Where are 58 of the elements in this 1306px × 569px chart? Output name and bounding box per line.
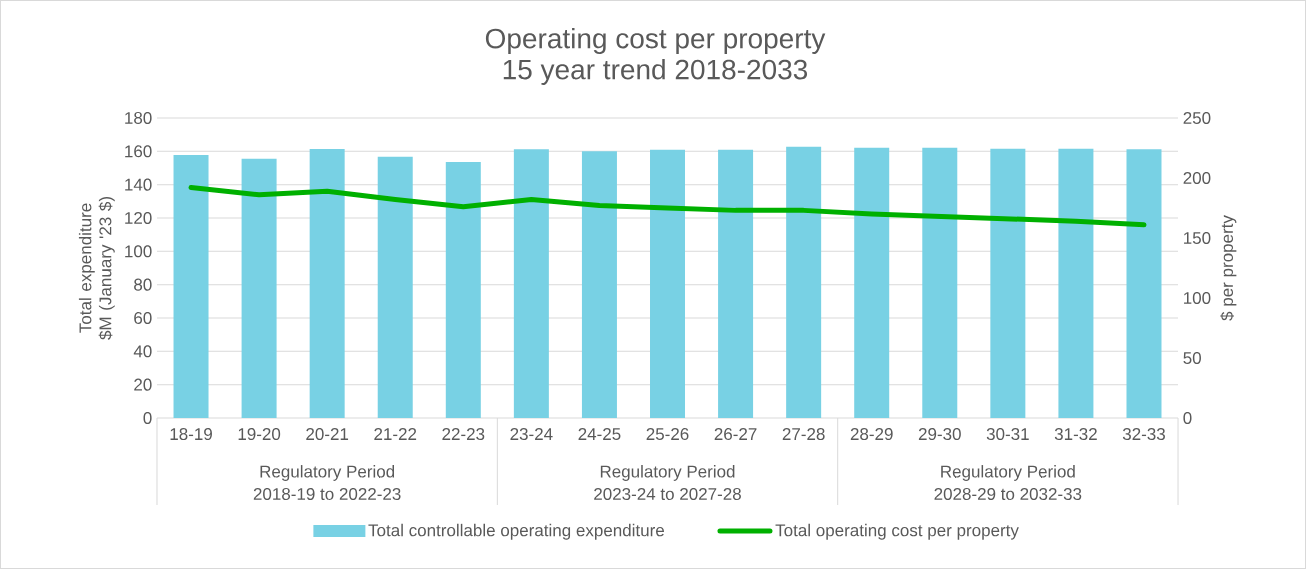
y2-tick-label: 250 xyxy=(1183,111,1211,125)
y-tick-label: 160 xyxy=(125,145,152,158)
y2-axis-title: $ per property xyxy=(1220,215,1237,321)
legend-label: Total controllable operating expenditure xyxy=(368,523,664,540)
bar xyxy=(445,161,481,418)
text: Regulatory Period xyxy=(600,465,735,481)
bar xyxy=(1126,149,1162,418)
chart-subtitle: 15 year trend 2018-2033 xyxy=(503,58,808,86)
text: Regulatory Period xyxy=(260,465,395,481)
y-tick-label: 80 xyxy=(134,278,152,291)
y-tick-label: 40 xyxy=(133,345,152,358)
bar xyxy=(786,146,822,418)
y-axis-title: Total expenditure $M (January '23 $) xyxy=(78,197,115,340)
x-tick-label: 19-20 xyxy=(238,428,281,441)
y2-tick-label: 150 xyxy=(1184,231,1211,245)
x-tick-label: 24-25 xyxy=(578,428,621,441)
x-tick-label: 29-30 xyxy=(918,428,961,441)
text: 2018-19 to 2022-23 xyxy=(253,487,401,501)
text: 2023-24 to 2027-28 xyxy=(594,487,741,501)
y2-tick-label: 50 xyxy=(1183,351,1201,365)
bar xyxy=(513,149,549,418)
x-tick-label: 25-26 xyxy=(646,428,689,441)
y-tick-label: 140 xyxy=(125,178,152,191)
text: Regulatory Period xyxy=(941,465,1075,481)
bar xyxy=(241,158,277,418)
y2-tick-label: 0 xyxy=(1183,411,1192,425)
x-tick-label: 26-27 xyxy=(714,428,757,441)
x-tick-label: 27-28 xyxy=(782,428,825,441)
bar xyxy=(718,149,754,418)
bar xyxy=(1058,148,1094,418)
x-tick-label: 23-24 xyxy=(510,428,553,441)
y2-tick-label: 100 xyxy=(1184,291,1211,305)
chart-title: Operating cost per property xyxy=(485,27,826,55)
bar xyxy=(309,148,345,418)
bar xyxy=(650,149,686,418)
x-tick-label: 20-21 xyxy=(306,428,349,441)
bar xyxy=(377,156,413,418)
bar xyxy=(854,147,890,418)
x-tick-label: 21-22 xyxy=(374,428,417,440)
x-tick-label: 31-32 xyxy=(1054,428,1097,441)
y-tick-label: 120 xyxy=(125,211,152,225)
bar xyxy=(922,147,958,418)
y-tick-label: 100 xyxy=(125,245,152,258)
bar xyxy=(990,148,1026,418)
y2-tick-label: 200 xyxy=(1183,171,1211,185)
x-tick-label: 32-33 xyxy=(1122,428,1165,441)
y-tick-label: 60 xyxy=(134,311,152,325)
text: 2028-29 to 2032-33 xyxy=(934,487,1082,501)
x-tick-label: 30-31 xyxy=(986,428,1029,441)
x-tick-label: 28-29 xyxy=(850,428,893,441)
bar xyxy=(581,151,617,418)
x-tick-label: 18-19 xyxy=(170,428,212,441)
bar xyxy=(173,154,209,418)
y-tick-label: 180 xyxy=(125,111,152,125)
y-tick-label: 20 xyxy=(134,378,152,391)
x-tick-label: 22-23 xyxy=(442,428,485,441)
legend-label: Total operating cost per property xyxy=(775,523,1019,540)
y-tick-label: 0 xyxy=(143,411,152,425)
